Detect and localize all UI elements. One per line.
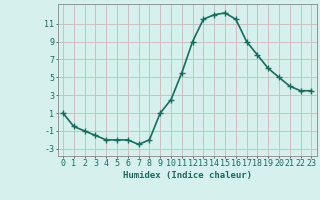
X-axis label: Humidex (Indice chaleur): Humidex (Indice chaleur): [123, 171, 252, 180]
